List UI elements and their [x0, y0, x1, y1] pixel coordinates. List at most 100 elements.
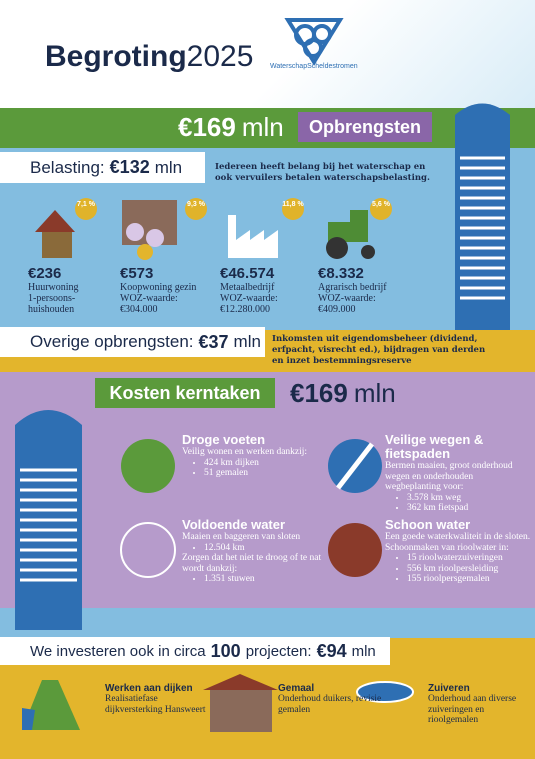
amount: €573	[120, 265, 154, 282]
icon-treatment	[356, 681, 414, 703]
description: €304.000	[120, 304, 158, 315]
label: Belasting:	[30, 157, 105, 177]
count: 100	[210, 640, 241, 661]
description: WOZ-waarde:	[318, 293, 376, 304]
icon-dry-feet	[121, 439, 175, 493]
bullet: 362 km fietspad	[407, 503, 515, 514]
task-title: Droge voeten	[182, 432, 266, 447]
green-band	[0, 108, 535, 148]
description: WOZ-waarde:	[220, 293, 278, 304]
text: We investeren ook in circa	[30, 642, 206, 660]
bullet: 424 km dijken	[204, 458, 332, 469]
unit: mln	[233, 332, 261, 351]
tax-item: €46.574 Metaalbedrijf WOZ-waarde: €12.280.0…	[220, 265, 315, 315]
description: Metaalbedrijf	[220, 282, 275, 293]
tax-note: Iedereen heeft belang bij het waterschap…	[215, 162, 430, 183]
task-bullets: 15 rioolwaterzuiveringen556 km rioolpers…	[385, 553, 535, 585]
icon-dike-water	[22, 708, 35, 730]
logo-text: WaterschapScheldestromen	[270, 63, 358, 70]
task: Veilige wegen & fietspaden Bermen maaien,…	[385, 433, 515, 514]
icon-pump-roof	[203, 674, 278, 690]
tower	[455, 103, 510, 330]
title-word: Begroting	[45, 40, 187, 73]
description: Agrarisch bedrijf	[318, 282, 387, 293]
title-year: 2025	[186, 40, 254, 73]
description: €409.000	[318, 304, 356, 315]
icon-factory	[228, 215, 278, 258]
unit: mln	[353, 378, 396, 408]
task-bullets: 3.578 km weg362 km fietspad	[385, 493, 515, 514]
tax-item: €573 Koopwoning gezin WOZ-waarde: €304.000	[120, 265, 215, 315]
task-text: Zorgen dat het niet te droog of te nat w…	[182, 553, 322, 574]
project-text: Onderhoud duikers, revisie gemalen	[278, 694, 382, 715]
bullet: 3.578 km weg	[407, 493, 515, 504]
amount: €46.574	[220, 265, 275, 282]
investments-box: We investeren ook in circa 100 projecten: €…	[0, 637, 390, 665]
task-text: Veilig wonen en werken dankzij:	[182, 447, 308, 457]
project-title: Gemaal	[278, 683, 315, 694]
tower	[15, 410, 82, 630]
task: Voldoende water Maaien en baggeren van sl…	[182, 518, 332, 585]
bullet: 556 km rioolpersleiding	[407, 564, 535, 575]
task-title: Voldoende water	[182, 517, 286, 532]
icon-water	[120, 522, 176, 578]
amount: €169	[178, 112, 236, 142]
change-badge: 11,8 %	[282, 198, 304, 220]
bullet: 155 rioolpersgemalen	[407, 574, 535, 585]
icon-detail	[336, 442, 374, 490]
task-title: Veilige wegen & fietspaden	[385, 432, 484, 461]
task-title: Schoon water	[385, 517, 471, 532]
amount: €94	[316, 640, 347, 661]
amount: €37	[198, 331, 229, 352]
task-text: Een goede waterkwaliteit in de sloten. S…	[385, 532, 531, 553]
label: Overige opbrengsten:	[30, 332, 194, 351]
purple-section	[0, 372, 535, 608]
task-bullets: 1.351 stuwen	[182, 574, 332, 585]
description: €12.280.000	[220, 304, 270, 315]
description: Koopwoning gezin	[120, 282, 197, 293]
icon-pump	[210, 690, 272, 732]
costs-total: €169 mln	[290, 378, 396, 409]
tax-item: €8.332 Agrarisch bedrijf WOZ-waarde: €409.0…	[318, 265, 413, 315]
income-total: €169 mln	[178, 112, 284, 143]
change-badge: 9,3 %	[185, 198, 207, 220]
header-background	[0, 0, 535, 108]
unit: mln	[241, 112, 284, 142]
bullet: 51 gemalen	[204, 468, 332, 479]
project: Gemaal Onderhoud duikers, revisie gemalen	[278, 683, 388, 715]
amount: €132	[109, 157, 150, 177]
amount: €236	[28, 265, 62, 282]
costs-label: Kosten kerntaken	[95, 378, 275, 408]
description: WOZ-waarde:	[120, 293, 178, 304]
description: Huurwoning	[28, 282, 79, 293]
project-text: Onderhoud aan diverse zuiveringen en rio…	[428, 694, 517, 725]
icon-family	[122, 200, 177, 260]
other-note: Inkomsten uit eigendomsbeheer (dividend,…	[272, 334, 486, 366]
project-text: Realisatiefase dijkversterking Hansweert	[105, 694, 206, 715]
title: Begroting2025	[45, 40, 253, 74]
project-title: Zuiveren	[428, 683, 470, 694]
bullet: 1.351 stuwen	[204, 574, 332, 585]
income-label: Opbrengsten	[298, 112, 432, 142]
change-badge: 7,1 %	[75, 198, 97, 220]
change-badge: 5,6 %	[370, 198, 392, 220]
tax-box: Belasting: €132 mln	[0, 152, 205, 183]
blue-band	[0, 608, 535, 638]
unit: mln	[154, 157, 183, 177]
logo-mark	[284, 18, 344, 66]
amount: €8.332	[318, 265, 364, 282]
task-text: Bermen maaien, groot onderhoud wegen en …	[385, 461, 513, 492]
bullet: 12.504 km	[204, 543, 332, 554]
project: Zuiveren Onderhoud aan diverse zuiveringe…	[428, 683, 528, 726]
description: 1-persoons-	[28, 293, 76, 304]
other-box: Overige opbrengsten: €37 mln	[0, 327, 265, 357]
tax-item: €236 Huurwoning 1-persoons-huishouden	[28, 265, 123, 315]
icon-tractor	[326, 210, 375, 259]
task-bullets: 424 km dijken51 gemalen	[182, 458, 332, 479]
project-title: Werken aan dijken	[105, 683, 193, 694]
text: projecten:	[245, 642, 312, 660]
icon-house	[35, 210, 75, 258]
icon-dike	[22, 680, 80, 730]
amount: €169	[290, 378, 348, 408]
